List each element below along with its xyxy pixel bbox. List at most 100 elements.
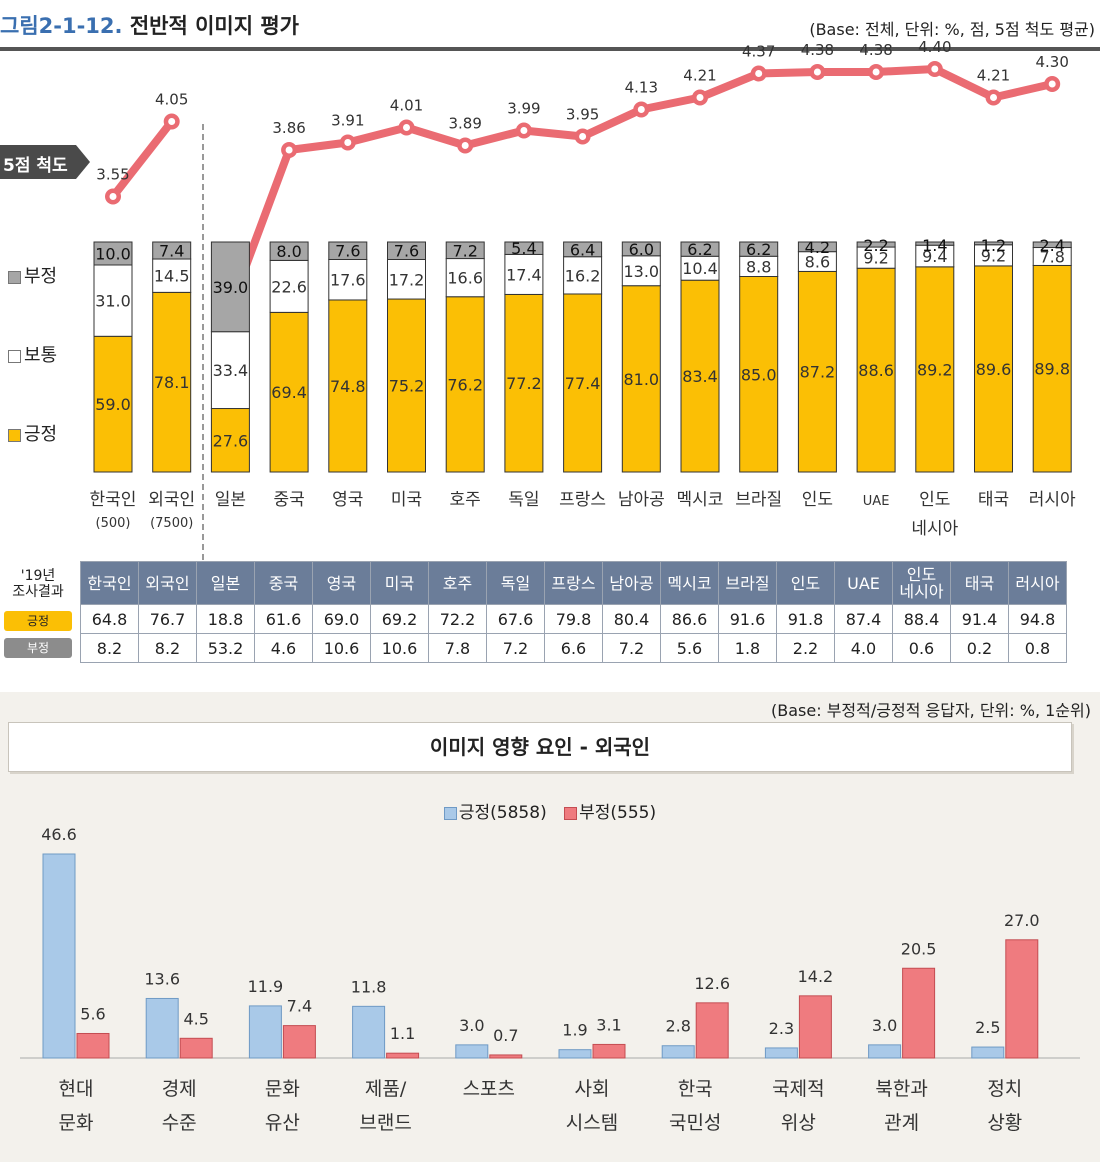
legend-positive-swatch xyxy=(8,428,21,442)
table-row-title-text: '19년 조사결과 xyxy=(0,568,76,600)
scale-tag-label: 5점 척도 xyxy=(3,156,68,176)
category-label: 인도 xyxy=(919,490,950,510)
bar-positive xyxy=(504,293,544,473)
bar-positive-label: 88.6 xyxy=(858,361,894,380)
category-label: 러시아 xyxy=(1029,490,1076,510)
bar-negative xyxy=(93,241,133,266)
bar-neutral-label: 9.4 xyxy=(922,247,947,266)
category-label: (7500) xyxy=(150,516,193,531)
bar-negative-label: 2.4 xyxy=(1039,236,1064,255)
table-cell: 4.6 xyxy=(254,633,313,663)
bar-positive xyxy=(269,311,309,473)
score-label: 3.91 xyxy=(331,112,364,130)
bar-neutral-label: 22.6 xyxy=(271,277,307,296)
bar-positive-label: 78.1 xyxy=(154,373,190,392)
bar-positive-label: 75.2 xyxy=(389,377,425,396)
category-label: 태국 xyxy=(978,490,1009,510)
score-label: 4.38 xyxy=(859,41,892,59)
legend-neutral-label: 보통 xyxy=(24,345,58,366)
score-label: 4.01 xyxy=(390,97,423,115)
bar-negative-label: 7.2 xyxy=(452,241,477,260)
legend-item-positive: 긍정(5858) xyxy=(443,803,547,823)
table-row-title-line: '19년 xyxy=(20,568,56,584)
table-header-cell: 독일 xyxy=(486,561,545,605)
table-header-cell: 중국 xyxy=(254,561,313,605)
score-point-center xyxy=(461,142,469,149)
legend-negative-swatch xyxy=(8,270,21,284)
table-header-cell: 인도 xyxy=(776,561,835,605)
score-label: 4.21 xyxy=(683,67,716,85)
category-label: 미국 xyxy=(391,490,422,510)
bar-negative-label: 39.0 xyxy=(213,278,249,297)
table-cell: 4.0 xyxy=(834,633,893,663)
bar-positive-label: 87.2 xyxy=(800,363,836,382)
score-label: 4.05 xyxy=(155,91,188,109)
bar-negative-label: 8.0 xyxy=(276,242,301,261)
figure-title: 그림2-1-12. 전반적 이미지 평가 xyxy=(0,10,299,40)
bar-positive-label: 89.8 xyxy=(1034,360,1070,379)
table-cell: 10.6 xyxy=(312,633,371,663)
table-header-cell: 외국인 xyxy=(138,561,197,605)
table-cell: 8.2 xyxy=(80,633,139,663)
table-cell: 64.8 xyxy=(80,604,139,634)
bar-positive xyxy=(680,279,720,473)
table-cell: 87.4 xyxy=(834,604,893,634)
bar-negative xyxy=(269,241,309,261)
table-header-cell: 멕시코 xyxy=(660,561,719,605)
score-point-center xyxy=(520,127,528,134)
score-point-center xyxy=(872,68,880,76)
table-header-row: 한국인 외국인 일본 중국 영국 미국 호주 독일 프랑스 남아공 멕시코 브라질 인도 UAE 인도 네시아… xyxy=(80,561,1067,605)
bar-neutral-label: 13.0 xyxy=(623,262,659,281)
table-cell: 67.6 xyxy=(486,604,545,634)
legend-negative: 부정 xyxy=(8,262,57,288)
score-point-center xyxy=(990,94,997,101)
bar-positive-label: 59.0 xyxy=(95,395,131,414)
bar-negative-label: 5.4 xyxy=(511,239,536,258)
bar-positive xyxy=(621,285,661,473)
category-label: 중국 xyxy=(273,490,304,510)
table-cell: 0.6 xyxy=(892,633,951,663)
table-cell: 2.2 xyxy=(776,633,835,663)
category-label: 외국인 xyxy=(148,490,195,510)
bar-positive-label: 83.4 xyxy=(682,367,718,386)
bar-negative-label: 6.2 xyxy=(746,240,771,259)
score-label: 4.40 xyxy=(918,38,951,56)
bar-negative xyxy=(915,241,955,246)
legend-item-negative: 부정(555) xyxy=(564,803,656,823)
bar-positive-label: 89.2 xyxy=(917,360,953,379)
bar-positive-label: 81.0 xyxy=(623,370,659,389)
bar-negative-label: 1.4 xyxy=(922,236,947,255)
bar-neutral xyxy=(152,258,192,293)
table-header-cell: 인도 네시아 xyxy=(892,561,951,605)
bar-neutral-label: 16.2 xyxy=(565,266,601,285)
table-cell: 76.7 xyxy=(138,604,197,634)
legend-positive-label: 긍정 xyxy=(24,424,58,445)
table-cell: 72.2 xyxy=(428,604,487,634)
table-header-cell: 한국인 xyxy=(80,561,139,605)
bar-neutral-label: 8.8 xyxy=(746,257,771,276)
survey-2019-table: 한국인 외국인 일본 중국 영국 미국 호주 독일 프랑스 남아공 멕시코 브라질 인도 UAE 인도 네시아… xyxy=(80,561,1067,663)
bar-negative xyxy=(504,241,544,255)
top-chart: 3.554.052.813.863.914.013.893.993.954.13… xyxy=(90,38,1076,539)
bar-neutral-label: 7.8 xyxy=(1039,247,1064,266)
table-header-cell: UAE xyxy=(834,561,893,605)
category-label: (500) xyxy=(96,516,131,531)
bar-negative-label: 6.4 xyxy=(570,240,595,259)
table-cell: 61.6 xyxy=(254,604,313,634)
influence-legend: 긍정(5858) 부정(555) xyxy=(0,798,1100,823)
bar-negative-label: 2.2 xyxy=(863,236,888,255)
scale-tag: 5점 척도 xyxy=(0,145,90,179)
score-point-center xyxy=(1048,80,1056,88)
score-point-center xyxy=(696,94,704,101)
legend-negative-swatch2 xyxy=(564,806,578,820)
base-note-top: (Base: 전체, 단위: %, 점, 5점 척도 평균) xyxy=(809,20,1095,39)
table-cell: 18.8 xyxy=(196,604,255,634)
bar-negative xyxy=(1032,241,1072,249)
score-label: 4.21 xyxy=(977,67,1010,85)
legend-negative-text: 부정(555) xyxy=(579,803,657,823)
category-label: 멕시코 xyxy=(677,490,724,510)
table-cell: 0.2 xyxy=(950,633,1009,663)
table-header-cell: 영국 xyxy=(312,561,371,605)
bar-positive xyxy=(974,265,1013,473)
legend-positive-swatch2 xyxy=(443,806,457,820)
